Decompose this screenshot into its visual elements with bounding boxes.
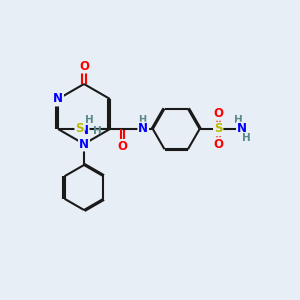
Text: N: N [237,122,247,136]
Text: H: H [138,115,146,125]
Text: H: H [234,116,243,125]
Text: O: O [213,107,223,120]
Text: H: H [242,133,251,142]
Text: N: N [53,92,63,106]
Text: S: S [75,122,84,136]
Text: O: O [213,138,223,151]
Text: S: S [214,122,223,136]
Text: H: H [85,116,93,125]
Text: N: N [79,137,89,151]
Text: H: H [93,125,102,136]
Text: O: O [118,140,128,153]
Text: N: N [79,124,89,137]
Text: N: N [138,122,148,136]
Text: O: O [79,59,89,73]
